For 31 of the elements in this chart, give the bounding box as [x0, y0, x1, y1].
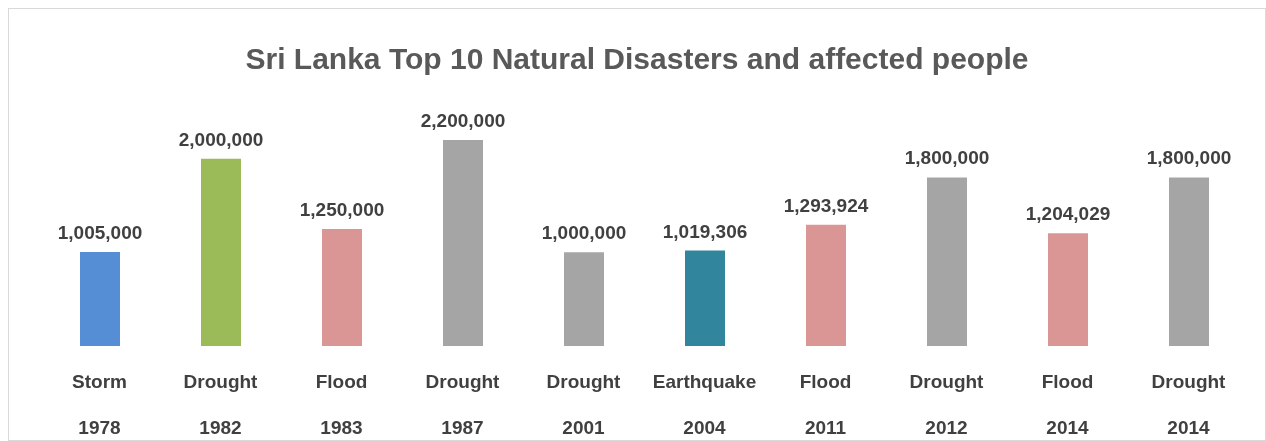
bar: [1048, 233, 1088, 346]
data-label: 1,019,306: [662, 220, 748, 242]
data-label: 1,800,000: [904, 147, 990, 169]
bar: [201, 158, 241, 346]
bar: [1169, 177, 1209, 346]
category-label: Flood 2014: [1041, 371, 1094, 438]
category-label: Drought 1987: [425, 371, 500, 438]
data-label: 1,293,924: [783, 194, 869, 216]
category-label: Drought 2001: [546, 371, 621, 438]
data-label: 1,204,029: [1025, 203, 1111, 225]
category-label: Drought 2012: [909, 371, 984, 438]
category-label: Storm 1978: [72, 371, 127, 438]
bar: [322, 228, 362, 346]
chart-title: Sri Lanka Top 10 Natural Disasters and affected people: [245, 42, 1029, 75]
data-label: 1,250,000: [299, 198, 385, 220]
data-label: 2,200,000: [420, 110, 506, 131]
bar: [685, 250, 725, 346]
category-label: Earthquake 2004: [652, 371, 757, 438]
category-label: Drought 2014: [1151, 371, 1226, 438]
bar: [564, 252, 604, 346]
bar: [443, 140, 483, 346]
bar: [806, 224, 846, 346]
data-label: 1,000,000: [541, 222, 627, 244]
category-label: Drought 1982: [183, 371, 258, 438]
data-label: 1,800,000: [1146, 147, 1232, 169]
category-label: Flood 1983: [315, 371, 368, 438]
category-label: Flood 2011: [799, 371, 852, 438]
bar: [80, 251, 120, 346]
data-label: 1,005,000: [57, 221, 143, 243]
data-label: 2,000,000: [178, 128, 264, 150]
bar: [927, 177, 967, 346]
